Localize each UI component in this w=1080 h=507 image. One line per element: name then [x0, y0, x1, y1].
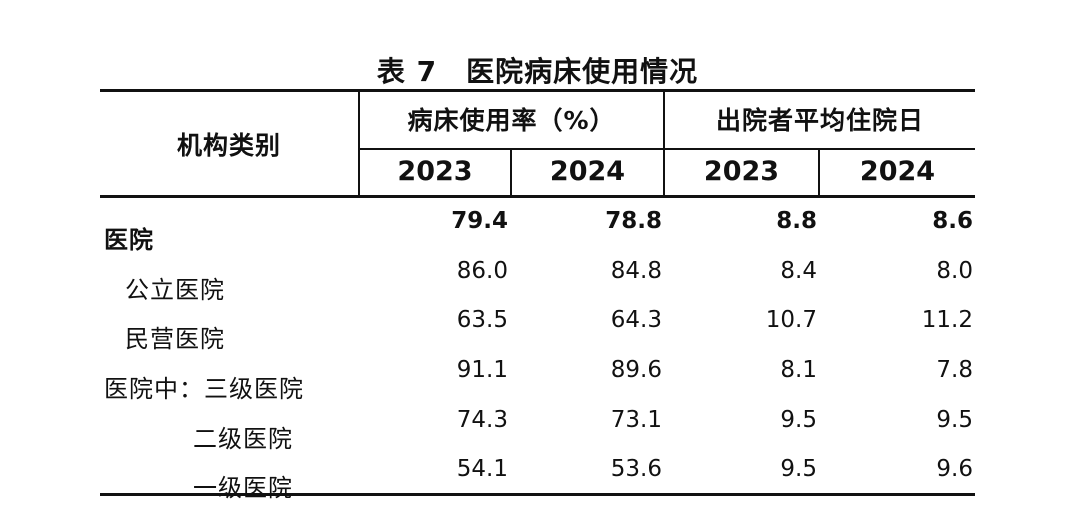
row-label: 公立医院 — [125, 277, 225, 304]
cell-stay-2024: 9.5 — [936, 406, 973, 433]
cell-stay-2024: 7.8 — [936, 357, 973, 383]
column-header-institution-type: 机构类别 — [176, 130, 281, 160]
table-row-secondary-hospital: 二级医院 74.3 73.1 9.5 9.5 — [100, 397, 975, 453]
cell-stay-2023: 8.8 — [776, 208, 817, 234]
hospital-bed-usage-table: 机构类别 病床使用率（%） 出院者平均住院日 2023 2024 2023 20… — [100, 89, 975, 502]
row-label: 医院中：三级医院 — [104, 377, 304, 403]
year-divider-group1 — [510, 148, 512, 195]
cell-stay-2024: 9.6 — [936, 456, 973, 483]
stub-column-divider — [358, 89, 360, 195]
cell-stay-2023: 9.5 — [780, 406, 817, 433]
group-column-divider — [663, 89, 665, 195]
table-row-primary-hospital: 一级医院 54.1 53.6 9.5 9.6 — [100, 446, 975, 502]
cell-usage-2024: 78.8 — [605, 208, 662, 234]
cell-usage-2023: 54.1 — [456, 456, 508, 483]
table-row-hospital: 医院 79.4 78.8 8.8 8.6 — [100, 198, 975, 254]
cell-stay-2023: 10.7 — [765, 307, 817, 334]
cell-usage-2024: 73.1 — [610, 406, 662, 433]
row-label: 民营医院 — [125, 327, 225, 354]
row-label: 医院 — [104, 228, 154, 254]
cell-usage-2023: 79.4 — [451, 208, 508, 234]
table-bottom-border — [100, 493, 975, 496]
cell-stay-2023: 9.5 — [780, 456, 817, 483]
cell-usage-2024: 64.3 — [610, 307, 662, 334]
cell-stay-2024: 11.2 — [921, 307, 973, 334]
year-divider-group2 — [818, 148, 820, 195]
cell-usage-2023: 74.3 — [456, 406, 508, 433]
cell-stay-2024: 8.0 — [936, 257, 973, 284]
table-title: 表 7 医院病床使用情况 — [376, 55, 699, 88]
table-top-border — [100, 89, 975, 92]
cell-usage-2023: 63.5 — [456, 307, 508, 334]
header-bottom-border — [100, 195, 975, 198]
column-header-usage-2023: 2023 — [397, 156, 473, 187]
header-group-divider-line — [359, 148, 975, 150]
column-group-bed-usage-rate: 病床使用率（%） — [407, 106, 616, 135]
cell-stay-2023: 8.1 — [780, 357, 817, 383]
table-row-tertiary-hospital: 医院中：三级医院 91.1 89.6 8.1 7.8 — [100, 347, 975, 403]
cell-usage-2024: 89.6 — [610, 357, 662, 383]
table-row-public-hospital: 公立医院 86.0 84.8 8.4 8.0 — [100, 248, 975, 304]
table-row-private-hospital: 民营医院 63.5 64.3 10.7 11.2 — [100, 297, 975, 353]
column-header-stay-2023: 2023 — [703, 156, 780, 187]
cell-usage-2023: 86.0 — [456, 257, 508, 284]
cell-stay-2023: 8.4 — [780, 257, 817, 284]
row-label: 二级医院 — [193, 426, 293, 453]
row-label: 一级医院 — [193, 476, 293, 503]
cell-usage-2023: 91.1 — [456, 357, 508, 383]
column-group-avg-length-of-stay: 出院者平均住院日 — [715, 106, 924, 135]
column-header-stay-2024: 2024 — [859, 156, 936, 187]
cell-usage-2024: 53.6 — [610, 456, 662, 483]
column-header-usage-2024: 2024 — [549, 156, 626, 187]
cell-stay-2024: 8.6 — [932, 208, 973, 234]
cell-usage-2024: 84.8 — [610, 257, 662, 284]
